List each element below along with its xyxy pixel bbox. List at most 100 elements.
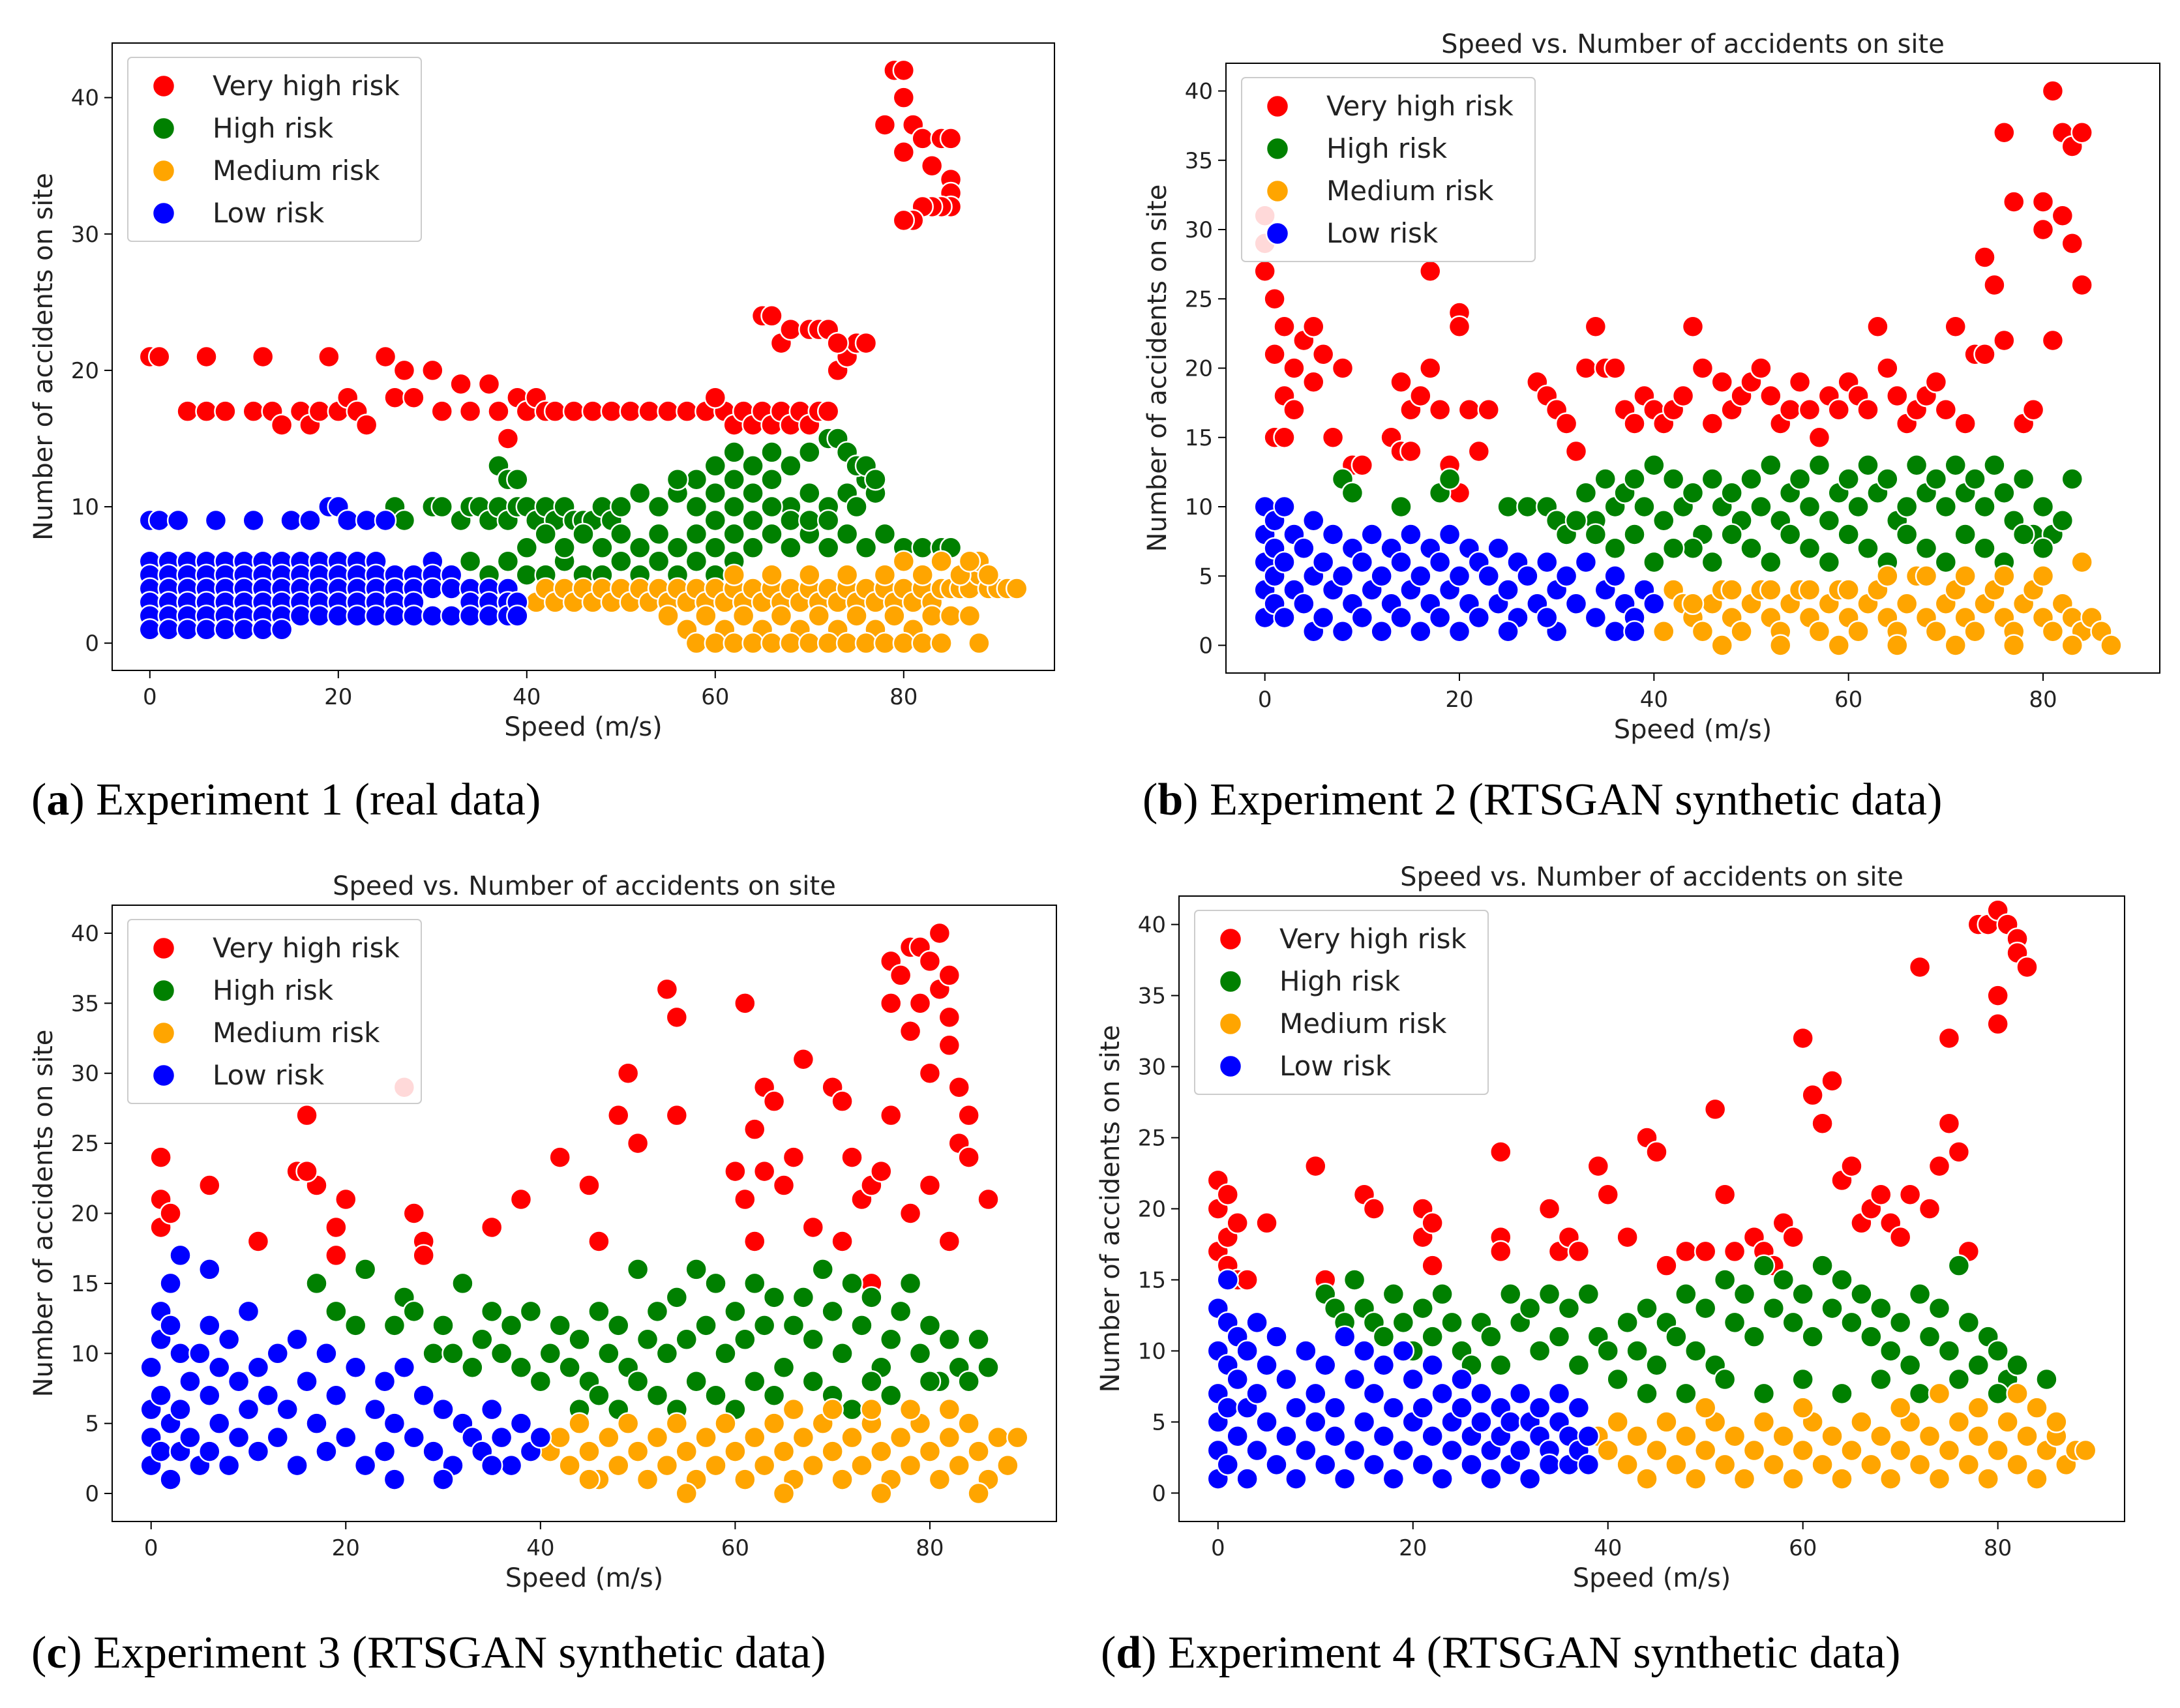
point-high-risk xyxy=(714,1342,737,1365)
point-medium-risk xyxy=(1876,565,1899,588)
point-very-high-risk xyxy=(1937,1112,1961,1135)
point-high-risk xyxy=(753,1314,776,1337)
y-tick-label: 10 xyxy=(71,1341,99,1367)
point-high-risk xyxy=(1421,1325,1444,1348)
point-very-high-risk xyxy=(2070,121,2093,144)
legend-label: High risk xyxy=(213,112,334,144)
point-low-risk xyxy=(506,605,529,627)
point-very-high-risk xyxy=(149,1146,172,1169)
point-low-risk xyxy=(1372,1424,1396,1448)
point-very-high-risk xyxy=(879,992,903,1015)
point-very-high-risk xyxy=(1840,1154,1863,1178)
point-low-risk xyxy=(1255,1354,1278,1377)
point-very-high-risk xyxy=(638,400,661,423)
point-high-risk xyxy=(432,1314,455,1337)
point-low-risk xyxy=(1623,620,1646,643)
point-very-high-risk xyxy=(1889,1225,1912,1249)
point-high-risk xyxy=(760,441,783,464)
point-low-risk xyxy=(1313,1354,1337,1377)
legend-label: Very high risk xyxy=(213,932,400,964)
point-high-risk xyxy=(723,441,745,464)
point-low-risk xyxy=(1333,1467,1356,1490)
point-low-risk xyxy=(169,1398,192,1421)
point-low-risk xyxy=(237,1300,260,1323)
point-high-risk xyxy=(647,495,670,518)
point-low-risk xyxy=(1538,1453,1561,1476)
x-tick-label: 20 xyxy=(324,684,352,710)
point-medium-risk xyxy=(920,605,944,627)
legend-label: High risk xyxy=(1279,965,1401,997)
point-high-risk xyxy=(500,1314,523,1337)
point-high-risk xyxy=(1538,1283,1561,1306)
point-high-risk xyxy=(1967,1354,1990,1377)
point-high-risk xyxy=(811,1258,834,1281)
point-high-risk xyxy=(1662,537,1685,560)
point-very-high-risk xyxy=(325,1216,348,1239)
point-high-risk xyxy=(490,1342,513,1365)
point-very-high-risk xyxy=(892,59,916,82)
point-medium-risk xyxy=(889,1426,912,1449)
point-medium-risk xyxy=(1928,1382,1951,1405)
point-very-high-risk xyxy=(1973,246,1996,269)
point-medium-risk xyxy=(760,563,783,586)
point-high-risk xyxy=(967,1328,990,1351)
point-low-risk xyxy=(149,1384,172,1407)
point-very-high-risk xyxy=(487,400,510,423)
legend-marker xyxy=(151,201,176,226)
point-very-high-risk xyxy=(480,1216,503,1239)
point-low-risk xyxy=(365,605,387,627)
point-low-risk xyxy=(1372,1354,1396,1377)
point-low-risk xyxy=(458,605,482,627)
legend-label: High risk xyxy=(213,974,334,1006)
point-high-risk xyxy=(1720,523,1743,546)
point-medium-risk xyxy=(968,631,991,655)
point-high-risk xyxy=(610,522,633,546)
point-very-high-risk xyxy=(1216,1183,1239,1206)
point-high-risk xyxy=(383,1314,406,1337)
point-low-risk xyxy=(1302,509,1325,532)
point-medium-risk xyxy=(1889,1396,1912,1419)
point-high-risk xyxy=(741,536,764,560)
point-very-high-risk xyxy=(1750,357,1772,380)
point-very-high-risk xyxy=(1798,398,1821,421)
point-medium-risk xyxy=(2003,634,2025,657)
point-low-risk xyxy=(1643,592,1665,615)
point-medium-risk xyxy=(597,1426,620,1449)
point-high-risk xyxy=(704,509,727,532)
point-low-risk xyxy=(1275,1424,1298,1448)
point-low-risk xyxy=(1273,550,1296,574)
point-low-risk xyxy=(286,1328,308,1351)
point-high-risk xyxy=(1759,454,1782,477)
point-very-high-risk xyxy=(1937,1026,1961,1050)
point-very-high-risk xyxy=(1477,398,1500,421)
point-high-risk xyxy=(816,509,840,532)
legend-label: Very high risk xyxy=(1279,923,1467,955)
point-very-high-risk xyxy=(826,331,849,355)
y-axis-label: Number of accidents on site xyxy=(29,173,59,541)
point-low-risk xyxy=(315,1342,338,1365)
point-high-risk xyxy=(1480,1325,1502,1348)
point-high-risk xyxy=(519,1300,543,1323)
point-low-risk xyxy=(280,509,303,532)
point-high-risk xyxy=(1489,1354,1512,1377)
point-high-risk xyxy=(606,1314,630,1337)
point-very-high-risk xyxy=(402,1202,426,1225)
point-medium-risk xyxy=(996,1454,1019,1477)
point-medium-risk xyxy=(911,631,934,655)
point-high-risk xyxy=(792,1286,815,1309)
point-very-high-risk xyxy=(1263,343,1286,366)
point-very-high-risk xyxy=(753,1160,776,1183)
point-medium-risk xyxy=(854,631,878,655)
point-high-risk xyxy=(1665,1325,1688,1348)
point-high-risk xyxy=(1740,468,1763,490)
point-high-risk xyxy=(1740,537,1763,560)
point-medium-risk xyxy=(626,1440,650,1463)
x-tick-label: 0 xyxy=(144,1535,158,1561)
point-high-risk xyxy=(558,1356,581,1379)
point-very-high-risk xyxy=(616,1062,640,1085)
point-low-risk xyxy=(1392,1439,1415,1462)
point-high-risk xyxy=(1908,1283,1932,1306)
x-tick-label: 20 xyxy=(1445,687,1473,713)
point-low-risk xyxy=(374,509,397,532)
